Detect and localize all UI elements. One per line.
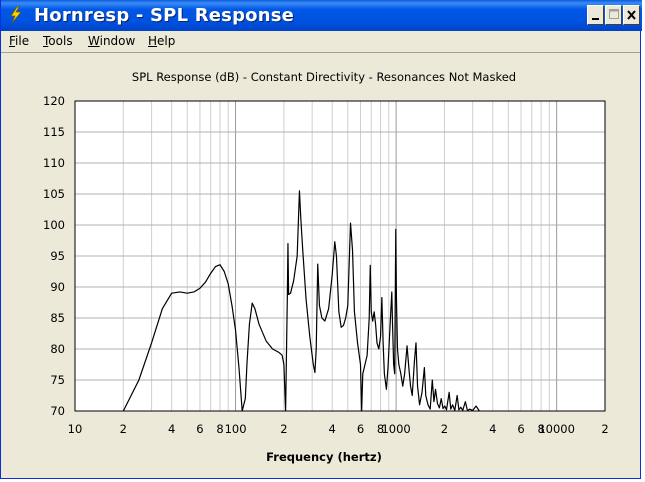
y-tick-label: 80 <box>50 342 65 356</box>
x-tick-label: 2 <box>441 422 448 436</box>
x-tick-label: 6 <box>196 422 203 436</box>
x-tick-label: 2 <box>280 422 287 436</box>
menu-file-label: ile <box>15 34 30 48</box>
plot-border <box>74 100 606 412</box>
hornresp-app-icon[interactable] <box>8 6 24 24</box>
x-tick-label: 2 <box>601 422 608 436</box>
menu-bar: File Tools Window Help <box>1 31 640 53</box>
maximize-button[interactable] <box>605 5 622 25</box>
x-tick-label: 8 <box>377 422 384 436</box>
x-tick-label: 4 <box>329 422 336 436</box>
x-tick-label: 8 <box>216 422 223 436</box>
menu-tools[interactable]: Tools <box>43 34 73 48</box>
y-tick-label: 95 <box>50 249 65 263</box>
x-tick-label: 6 <box>357 422 364 436</box>
menu-tools-label: ools <box>48 34 73 48</box>
chart-title: SPL Response (dB) - Constant Directivity… <box>132 70 516 84</box>
y-tick-label: 100 <box>43 218 65 232</box>
spl-series <box>122 190 480 412</box>
x-tick-label: 8 <box>537 422 544 436</box>
x-tick-label: 10000 <box>538 422 575 436</box>
window-title: Hornresp - SPL Response <box>34 5 295 26</box>
menu-tools-accel: T <box>43 34 49 48</box>
x-tick-label: 10 <box>68 422 83 436</box>
y-tick-label: 105 <box>43 187 65 201</box>
x-tick-label: 4 <box>489 422 496 436</box>
menu-window-label: indow <box>99 34 136 48</box>
spl-response-chart: SPL Response (dB) - Constant Directivity… <box>43 70 609 464</box>
y-tick-label: 70 <box>50 404 65 418</box>
menu-window[interactable]: Window <box>88 34 135 48</box>
y-tick-label: 110 <box>43 156 65 170</box>
x-axis-label: Frequency (hertz) <box>266 450 382 464</box>
close-button[interactable] <box>623 5 640 25</box>
menu-file-accel: F <box>9 34 16 48</box>
menu-window-accel: W <box>88 34 100 48</box>
menu-file[interactable]: File <box>9 34 29 48</box>
y-tick-label: 115 <box>43 125 65 139</box>
y-gridlines <box>75 131 605 381</box>
chart-area: SPL Response (dB) - Constant Directivity… <box>3 53 639 478</box>
title-bar[interactable]: Hornresp - SPL Response <box>1 0 642 31</box>
y-tick-label: 85 <box>50 311 65 325</box>
menu-help-label: elp <box>157 34 176 48</box>
menu-help-accel: H <box>148 34 158 48</box>
x-tick-label: 2 <box>120 422 127 436</box>
y-tick-label: 75 <box>50 373 65 387</box>
x-tick-label: 1000 <box>381 422 410 436</box>
y-tick-label: 120 <box>43 94 65 108</box>
x-tick-label: 6 <box>517 422 524 436</box>
x-tick-label: 4 <box>168 422 175 436</box>
menu-help[interactable]: Help <box>148 34 175 48</box>
minimize-button[interactable] <box>587 5 604 25</box>
y-tick-label: 90 <box>50 280 65 294</box>
series-line <box>122 190 480 412</box>
x-tick-label: 100 <box>225 422 247 436</box>
y-tick-labels: 70 75 80 85 90 95 100 105 110 115 120 <box>43 94 65 418</box>
